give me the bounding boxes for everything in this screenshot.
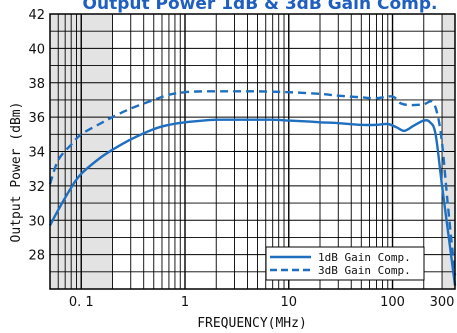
legend-label-1db: 1dB Gain Comp. [318, 251, 411, 264]
y-tick-labels: 28 30 32 34 36 38 40 42 [28, 8, 45, 264]
series-lines [48, 90, 457, 286]
y-tick-label: 40 [28, 42, 45, 57]
plot-frame [49, 13, 456, 290]
x-tick-labels: 0. 1 1 10 100 300 [69, 295, 455, 310]
legend-box [265, 246, 425, 281]
x-tick-label: 1 [181, 295, 189, 310]
x-tick-label: 100 [380, 295, 405, 310]
y-tick-label: 38 [28, 77, 45, 92]
legend: 1dB Gain Comp. 3dB Gain Comp. [265, 246, 425, 281]
legend-label-3db: 3dB Gain Comp. [318, 264, 411, 277]
series-line-1db [48, 118, 457, 286]
x-tick-label: 300 [430, 295, 455, 310]
x-tick-label: 0. 1 [69, 295, 94, 310]
y-axis-label: Output Power (dBm) [9, 102, 24, 243]
x-axis-label: FREQUENCY(MHz) [197, 316, 307, 331]
x-tick-label: 10 [280, 295, 297, 310]
y-tick-label: 28 [28, 249, 45, 264]
y-tick-label: 32 [28, 180, 45, 195]
chart-title: Output Power 1dB & 3dB Gain Comp. [83, 0, 438, 14]
y-tick-label: 42 [28, 8, 45, 23]
y-tick-label: 36 [28, 111, 45, 126]
series-line-3db [48, 90, 457, 276]
y-tick-label: 30 [28, 214, 45, 229]
y-tick-label: 34 [28, 146, 45, 161]
